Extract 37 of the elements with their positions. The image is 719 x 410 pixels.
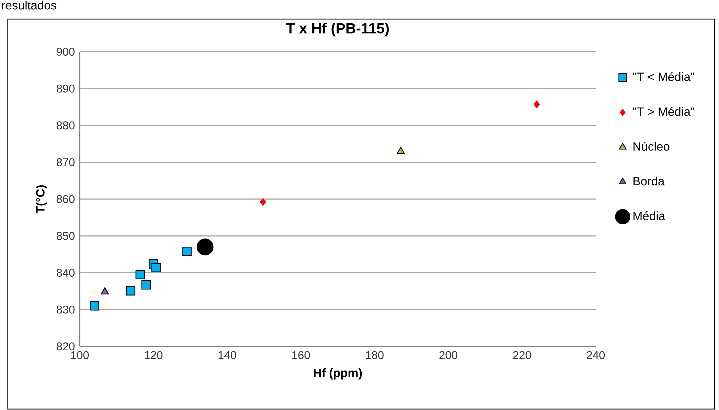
y-tick-label: 900 bbox=[56, 48, 75, 56]
y-axis-title: T(°C) bbox=[36, 186, 48, 214]
y-tick-label: 830 bbox=[56, 306, 75, 314]
point bbox=[126, 286, 136, 296]
x-tick-label: 220 bbox=[513, 351, 532, 360]
y-tick-label: 880 bbox=[56, 122, 75, 130]
point bbox=[396, 147, 406, 154]
point bbox=[142, 280, 152, 290]
x-axis-title: Hf (ppm) bbox=[314, 368, 362, 380]
point bbox=[196, 238, 214, 256]
point bbox=[100, 287, 110, 295]
y-tick-label: 890 bbox=[56, 84, 75, 93]
y-tick-label: 840 bbox=[56, 268, 75, 277]
x-tick-label: 160 bbox=[292, 351, 310, 360]
y-tick-label: 870 bbox=[56, 158, 75, 166]
point bbox=[182, 246, 192, 256]
point bbox=[534, 100, 540, 109]
legend-label: Núcleo bbox=[634, 142, 670, 151]
point bbox=[90, 301, 100, 311]
legend-label: "T > Média" bbox=[633, 107, 694, 116]
x-tick-label: 140 bbox=[218, 351, 236, 360]
legend-label: Borda bbox=[634, 176, 665, 186]
x-tick-label: 180 bbox=[366, 351, 384, 360]
text: resultados bbox=[2, 0, 57, 10]
x-tick-label: 240 bbox=[587, 351, 605, 360]
x-tick-label: 100 bbox=[71, 351, 90, 360]
y-tick-label: 850 bbox=[56, 232, 75, 240]
legend-label: "T < Média" bbox=[633, 72, 694, 82]
point bbox=[260, 198, 266, 206]
point bbox=[136, 270, 146, 280]
y-tick-label: 820 bbox=[56, 342, 75, 351]
x-tick-label: 200 bbox=[440, 351, 458, 360]
y-tick-label: 860 bbox=[56, 195, 75, 204]
chart-title: T x Hf (PB-115) bbox=[286, 22, 390, 37]
legend-label: Média bbox=[634, 212, 666, 220]
x-tick-label: 120 bbox=[145, 351, 163, 360]
point bbox=[152, 263, 161, 272]
